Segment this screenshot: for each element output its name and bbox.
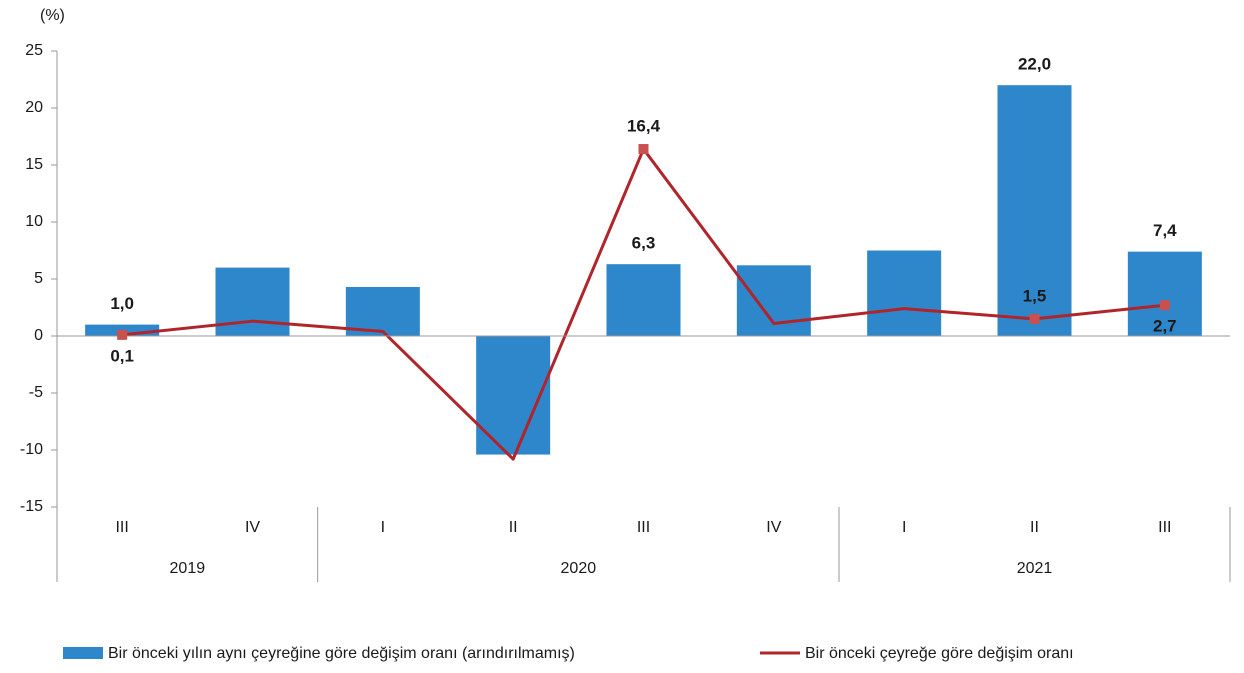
bar [736,265,811,336]
y-tick-label: 25 [25,42,43,59]
bar [1127,251,1202,336]
marker [1029,313,1040,324]
data-label: 7,4 [1153,221,1177,240]
data-label: 2,7 [1153,317,1177,336]
marker [117,329,128,340]
bar [997,85,1072,336]
y-tick-label: -5 [29,384,43,401]
x-tick-label: III [1158,519,1171,536]
bar [606,264,681,336]
legend-swatch [63,647,103,659]
legend-label: Bir önceki yılın aynı çeyreğine göre değ… [108,645,575,662]
x-tick-label: III [637,519,650,536]
x-tick-label: III [115,519,128,536]
data-label: 16,4 [627,117,661,136]
y-unit-label: (%) [40,7,65,24]
data-label: 0,1 [110,346,134,365]
x-tick-label: IV [766,519,781,536]
marker [1159,300,1170,311]
legend-label: Bir önceki çeyreğe göre değişim oranı [805,645,1074,662]
data-label: 6,3 [632,234,656,253]
y-tick-label: 5 [34,270,43,287]
x-tick-label: I [381,519,385,536]
y-tick-label: -10 [20,441,43,458]
y-tick-label: 10 [25,213,43,230]
y-tick-label: 15 [25,156,43,173]
marker [638,144,649,155]
y-tick-label: 0 [34,327,43,344]
bar [867,250,942,336]
group-label: 2019 [170,560,206,577]
data-label: 22,0 [1018,55,1051,74]
x-tick-label: II [1030,519,1039,536]
bar [215,267,290,336]
y-tick-label: 20 [25,99,43,116]
x-tick-label: II [509,519,518,536]
y-tick-label: -15 [20,498,43,515]
group-label: 2021 [1017,560,1053,577]
x-tick-label: I [902,519,906,536]
bar [345,286,420,336]
group-label: 2020 [561,560,597,577]
data-label: 1,5 [1023,286,1047,305]
x-tick-label: IV [245,519,260,536]
data-label: 1,0 [110,294,134,313]
